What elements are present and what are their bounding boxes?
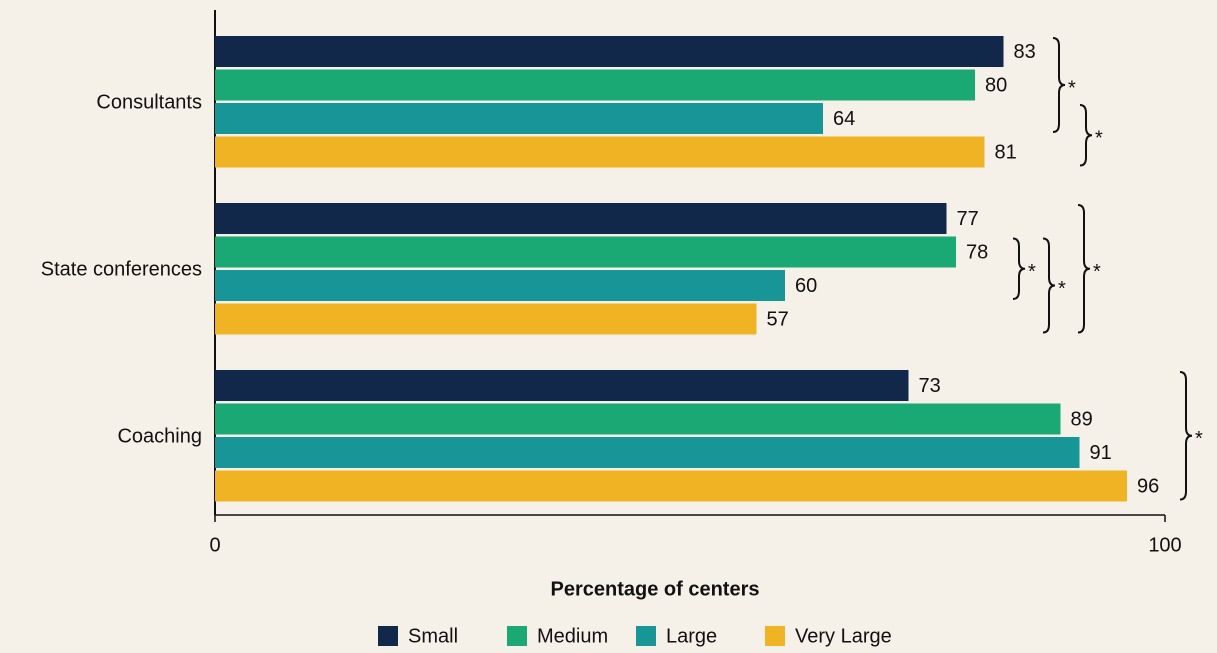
bar <box>215 203 947 234</box>
legend-swatch <box>765 626 785 646</box>
y-tick-label: Consultants <box>96 91 202 113</box>
x-axis-label: Percentage of centers <box>551 578 760 600</box>
x-tick-label: 100 <box>1148 534 1181 556</box>
value-label: 80 <box>985 74 1007 96</box>
value-label: 78 <box>966 241 988 263</box>
bar <box>215 470 1127 502</box>
significance-brace <box>1012 237 1026 300</box>
value-label: 91 <box>1090 442 1112 464</box>
bar <box>215 36 1004 67</box>
legend-label: Large <box>666 625 717 647</box>
legend-swatch <box>507 626 527 646</box>
bar <box>215 69 975 101</box>
significance-brace <box>1052 37 1066 133</box>
bar <box>215 303 757 335</box>
legend-label: Very Large <box>795 625 892 647</box>
annotation: * <box>1068 77 1076 99</box>
legend-label: Small <box>408 625 458 647</box>
value-label: 77 <box>957 208 979 230</box>
annotation: * <box>1095 128 1103 150</box>
annotation: * <box>1195 428 1203 450</box>
value-label: 60 <box>795 275 817 297</box>
value-label: 73 <box>919 375 941 397</box>
value-label: 64 <box>833 108 855 130</box>
value-label: 96 <box>1137 475 1159 497</box>
value-label: 89 <box>1071 408 1093 430</box>
legend-label: Medium <box>537 625 608 647</box>
x-tick-label: 0 <box>209 534 220 556</box>
significance-brace <box>1179 371 1193 501</box>
bar <box>215 370 909 401</box>
value-label: 81 <box>995 141 1017 163</box>
bar <box>215 136 985 168</box>
bar <box>215 103 823 134</box>
y-tick-label: Coaching <box>117 425 202 447</box>
legend-swatch <box>378 626 398 646</box>
y-tick-label: State conferences <box>41 258 202 280</box>
annotation: * <box>1058 278 1066 300</box>
legend-swatch <box>636 626 656 646</box>
annotation: * <box>1093 261 1101 283</box>
value-label: 57 <box>767 308 789 330</box>
bar <box>215 236 956 268</box>
significance-brace <box>1079 104 1093 167</box>
bar <box>215 403 1061 435</box>
significance-brace <box>1042 237 1056 334</box>
bar <box>215 437 1080 468</box>
significance-brace <box>1077 204 1091 334</box>
bar <box>215 270 785 301</box>
value-label: 83 <box>1014 41 1036 63</box>
annotation: * <box>1028 261 1036 283</box>
